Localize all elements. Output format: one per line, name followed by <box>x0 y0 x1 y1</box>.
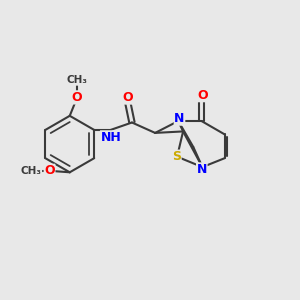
Text: NH: NH <box>100 131 121 144</box>
Text: O: O <box>122 91 133 104</box>
Text: S: S <box>172 150 181 163</box>
Text: N: N <box>174 112 185 125</box>
Text: O: O <box>72 91 83 104</box>
Text: CH₃: CH₃ <box>67 75 88 85</box>
Text: O: O <box>197 89 208 102</box>
Text: CH₃: CH₃ <box>21 166 42 176</box>
Text: O: O <box>44 164 55 177</box>
Text: N: N <box>196 163 207 176</box>
